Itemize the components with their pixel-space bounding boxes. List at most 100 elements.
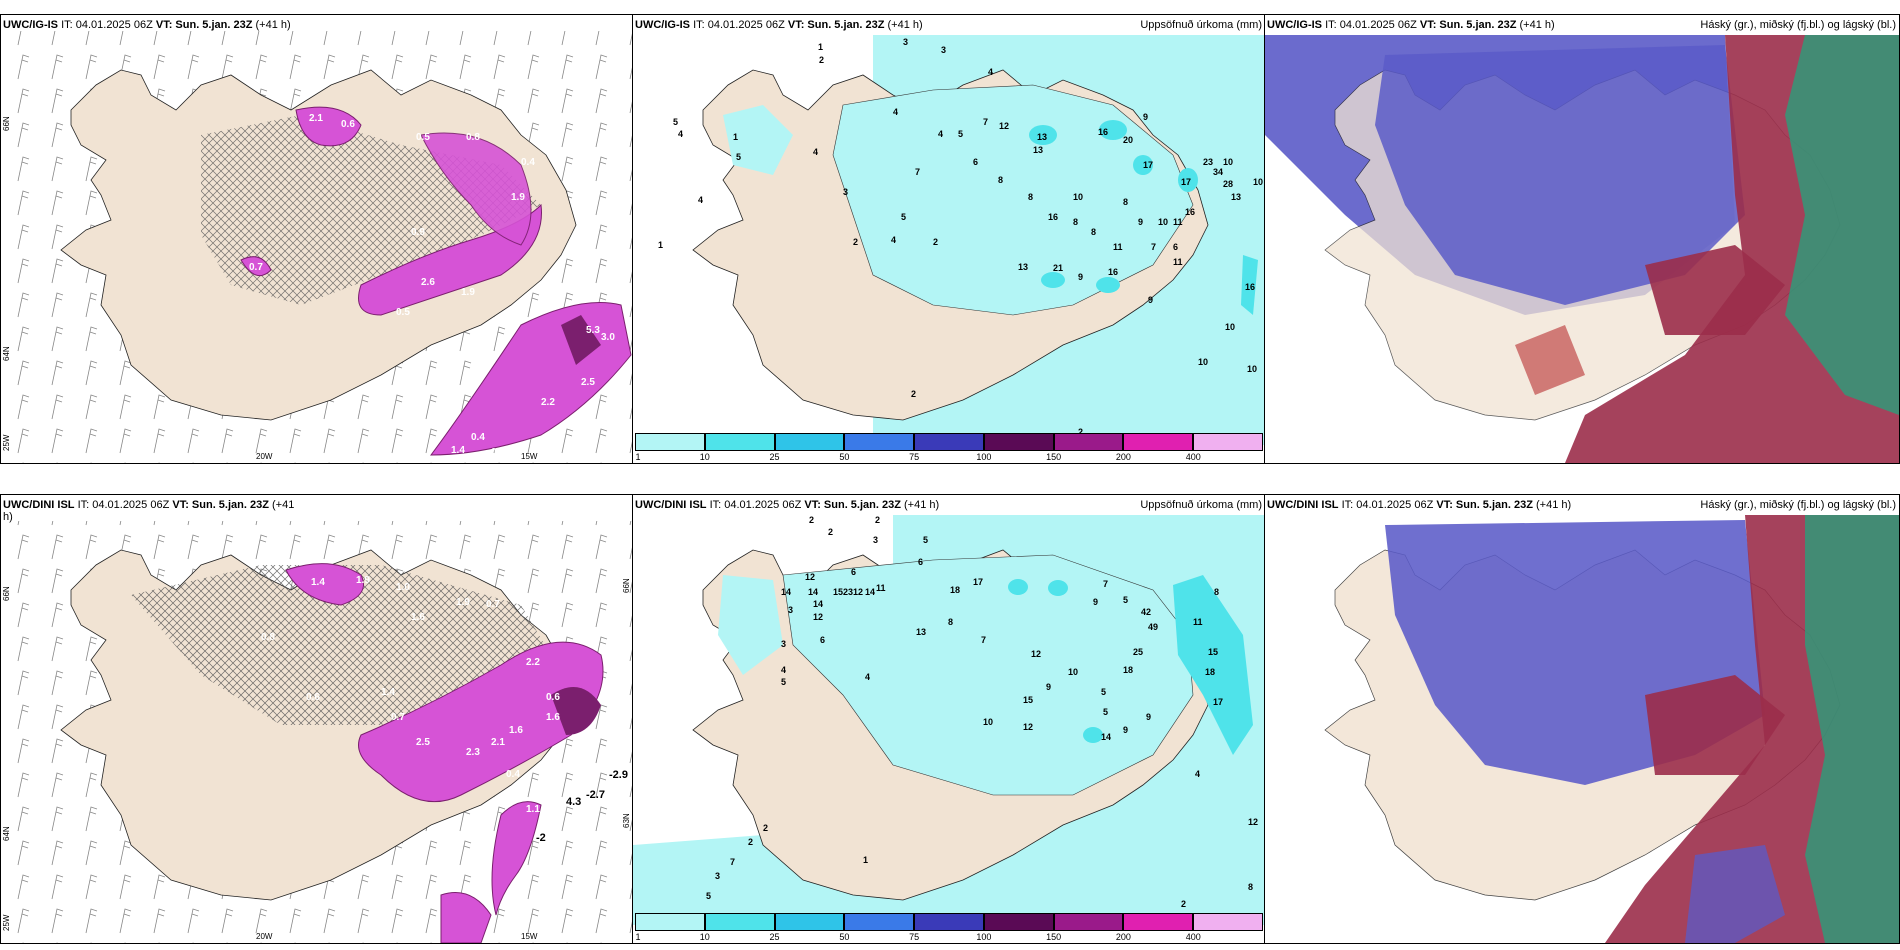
value-label: 9 [1093,597,1098,607]
value-label: 7 [981,635,986,645]
mid-cloud-area [1375,45,1745,305]
value-label: 23 [1203,157,1213,167]
low-cloud-area [1515,325,1585,395]
value-label: 5 [781,677,786,687]
value-label: 4 [865,672,870,682]
value-label: 3 [781,639,786,649]
low-cloud-area [1645,245,1785,335]
value-label: 15 [833,587,843,597]
value-label: 12 [1023,722,1033,732]
colorbar-cell [914,913,984,931]
map-panel-wind-precip-dini: UWC/DINI ISL IT: 04.01.2025 06Z VT: Sun.… [0,494,634,944]
value-label: 8 [1248,882,1253,892]
value-labels: 2.1 0.6 0.5 0.8 0.4 1.9 2.6 1.9 0.5 0.9 … [249,113,615,458]
value-label: 12 [1031,649,1041,659]
value-label: 7 [983,117,988,127]
value-label: 3.5 [556,760,570,771]
colorbar-cell [844,913,915,931]
precip-colorbar: 1 10 25 50 75 100 150 200 400 [635,913,1263,943]
value-label: 2 [763,823,768,833]
value-label: 2 [1078,427,1083,437]
value-label: 11 [1113,242,1123,252]
value-label: 7 [730,857,735,867]
value-label: 4 [893,107,898,117]
value-label: 17 [1213,697,1223,707]
value-label: 0.6 [341,119,355,130]
colorbar-tick-label: 100 [976,932,992,942]
value-label: 9 [1123,725,1128,735]
lat-label: 66N [2,116,11,131]
value-label: 0.4 [521,157,535,168]
lat-label: 64N [2,346,11,361]
colorbar-tick-label: 50 [839,452,850,462]
precip-blob [285,563,364,606]
panel-title: UWC/IG-IS IT: 04.01.2025 06Z VT: Sun. 5.… [635,19,923,31]
value-label: 9 [1143,112,1148,122]
lat-label: 66N [622,578,631,593]
value-label: 5 [1101,687,1106,697]
value-label: 5 [901,212,906,222]
panel-title: UWC/DINI ISL IT: 04.01.2025 06Z VT: Sun.… [1267,499,1572,511]
colorbar-cell [1053,913,1124,931]
hatched-area [131,565,551,725]
value-label: 5 [1123,595,1128,605]
value-label: 2 [1181,899,1186,909]
colorbar-tick-label: 25 [769,932,780,942]
value-label: 13 [1033,145,1043,155]
value-label: 0.9 [411,227,425,238]
value-label: 17 [1143,160,1153,170]
value-label: 0.6 [546,692,560,703]
panel-subtitle: Uppsöfnuð úrkoma (mm) [1140,499,1262,511]
value-label: 5 [923,535,928,545]
value-label: 3 [715,871,720,881]
precip-peak [1099,120,1127,140]
value-label: 14 [813,599,823,609]
value-label: 2 [819,55,824,65]
value-label: 3 [788,605,793,615]
map-panel-clouds-igis: UWC/IG-IS IT: 04.01.2025 06Z VT: Sun. 5.… [1264,14,1900,464]
value-label: 13 [1231,192,1241,202]
value-label: 13 [1037,132,1047,142]
value-label: 10 [1253,177,1263,187]
value-label: 10 [1223,157,1233,167]
high-cloud-area [1785,35,1899,415]
colorbar-tick-label: 200 [1115,452,1131,462]
precip-peak [1133,155,1153,175]
value-label: 9 [1138,217,1143,227]
value-label: 8 [1028,192,1033,202]
panel-title: UWC/DINI ISL IT: 04.01.2025 06Z VT: Sun.… [635,499,940,511]
colorbar-tick-label: 50 [839,932,850,942]
value-label: 1 [733,132,738,142]
map-iceland-wind-barbs: 1.4 1.9 1.0 1.9 0.7 1.6 0.8 0.6 1.4 2.5 … [1,521,633,943]
value-label: 9 [1046,682,1051,692]
value-label: 8 [998,175,1003,185]
value-label: 2 [875,515,880,525]
colorbar-tick-label: 10 [699,932,710,942]
colorbar-cell [774,433,845,451]
map-panel-wind-precip-igis: UWC/IG-IS IT: 04.01.2025 06Z VT: Sun. 5.… [0,14,634,464]
value-label: 12 [999,121,1009,131]
value-label: 2.5 [416,737,430,748]
map-panel-clouds-dini: UWC/DINI ISL IT: 04.01.2025 06Z VT: Sun.… [1264,494,1900,944]
map-panel-accumulated-precip-igis: UWC/IG-IS IT: 04.01.2025 06Z VT: Sun. 5.… [632,14,1266,464]
precip-blob [491,801,542,916]
value-label: 4 [678,129,683,139]
value-label: 1.0 [396,582,410,593]
value-label: 21 [1053,263,1063,273]
value-label: 5 [706,891,711,901]
map-panel-accumulated-precip-dini: UWC/DINI ISL IT: 04.01.2025 06Z VT: Sun.… [632,494,1266,944]
colorbar-cell [914,433,984,451]
precip-blob [240,256,272,277]
colorbar-cell [704,913,775,931]
colorbar-cell [983,433,1054,451]
precip-blob [358,203,542,316]
value-labels: 2 2 2 3 5 6 11 6 12 14 14 14 15 23 12 14… [706,515,1258,909]
value-label: 5.3 [586,325,600,336]
value-label: 7 [915,167,920,177]
value-label: 1.9 [356,575,370,586]
value-label: 0.7 [486,599,500,610]
precip-blob [440,892,492,943]
value-label: 6 [851,567,856,577]
colorbar-cell [844,433,915,451]
mid-cloud-area [1685,845,1785,943]
